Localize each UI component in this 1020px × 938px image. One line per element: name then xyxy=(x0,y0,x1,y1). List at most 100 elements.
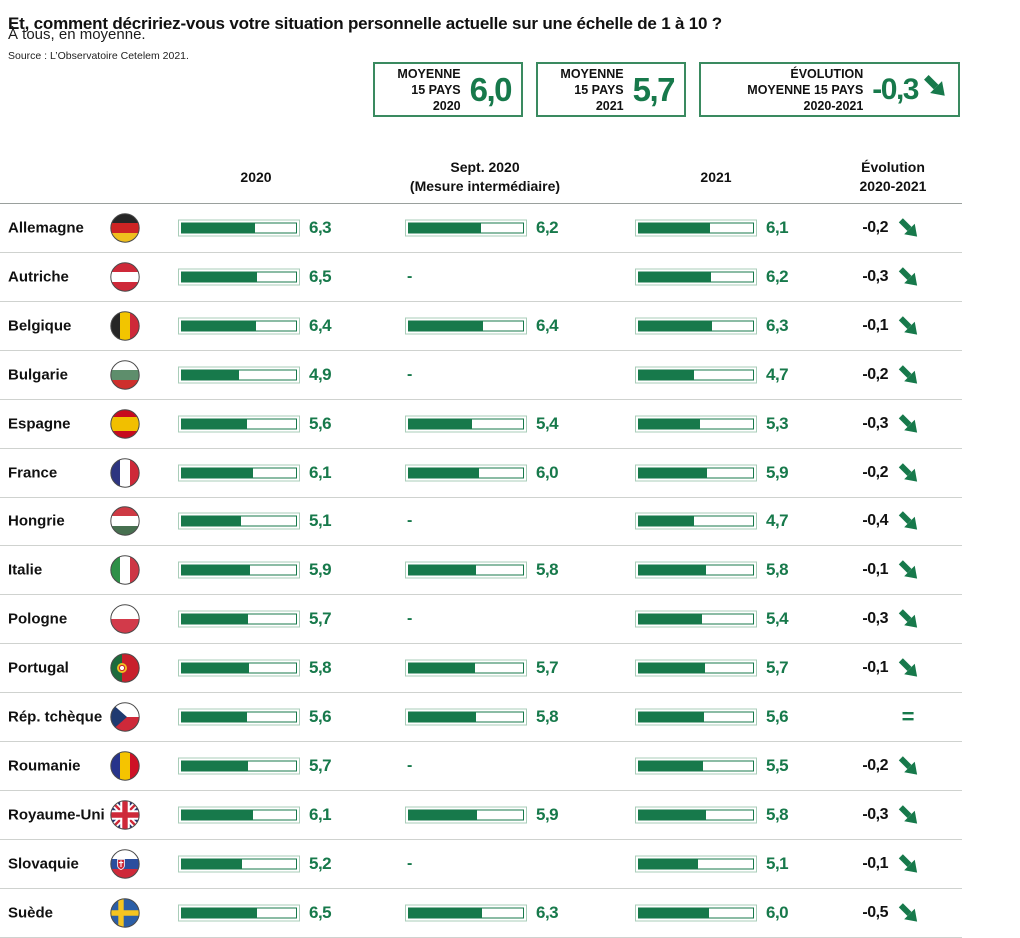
column-header-sept-2020: Sept. 2020 (Mesure intermédiaire) xyxy=(378,158,592,196)
score-bar-track xyxy=(638,809,754,821)
country-label: Royaume-Uni xyxy=(8,806,105,824)
score-bar-fill xyxy=(181,564,250,576)
score-bar xyxy=(635,219,757,237)
score-bar-fill xyxy=(408,467,478,479)
score-bar-track xyxy=(638,467,754,479)
score-bar-fill xyxy=(408,809,477,821)
poland-flag-icon xyxy=(110,604,140,635)
score-bar-remainder xyxy=(481,907,524,919)
score-bar-track xyxy=(181,907,297,919)
score-bar-fill xyxy=(638,662,705,674)
value-2021: 5,7 xyxy=(766,658,789,678)
evolution-equal-sign: = xyxy=(901,704,915,730)
value-sept-2020: 5,4 xyxy=(536,413,559,433)
table-row: Espagne 5,6 5,4 5,3 -0,3 xyxy=(0,400,962,449)
score-bar-remainder xyxy=(249,564,297,576)
value-2020: 6,5 xyxy=(309,902,332,922)
country-label: France xyxy=(8,464,58,482)
score-bar xyxy=(405,219,527,237)
country-label: Bulgarie xyxy=(8,366,69,384)
summary-evolution-value: -0,3 xyxy=(872,72,919,106)
score-bar xyxy=(178,659,300,677)
value-2020: 4,9 xyxy=(309,364,332,384)
score-bar-remainder xyxy=(255,320,297,332)
table-row: Suède 6,5 6,3 6,0 -0,5 xyxy=(0,889,962,938)
score-bar-track xyxy=(638,515,754,527)
country-label: Slovaquie xyxy=(8,855,79,873)
score-bar-track xyxy=(638,222,754,234)
bulgaria-flag-icon xyxy=(110,360,140,390)
score-bar-fill xyxy=(181,613,248,625)
score-bar-remainder xyxy=(256,271,297,283)
value-2020: 5,2 xyxy=(309,853,332,873)
value-2020: 5,1 xyxy=(309,511,332,531)
no-data-dash: - xyxy=(407,512,413,530)
score-bar xyxy=(635,806,757,824)
value-2020: 5,8 xyxy=(309,658,332,678)
score-bar-remainder xyxy=(240,515,297,527)
score-bar xyxy=(178,415,300,433)
score-bar-remainder xyxy=(707,907,754,919)
trend-down-arrow-icon xyxy=(897,608,920,631)
score-bar-track xyxy=(638,613,754,625)
score-bar xyxy=(178,757,300,775)
score-bar-remainder xyxy=(705,809,754,821)
value-2021: 4,7 xyxy=(766,364,789,384)
score-bar-fill xyxy=(181,418,246,430)
source-note: Source : L’Observatoire Cetelem 2021. xyxy=(8,50,189,62)
trend-down-arrow-icon xyxy=(922,73,948,107)
trend-down-arrow-icon xyxy=(897,755,920,778)
score-bar xyxy=(635,415,757,433)
table-row: Autriche 6,5 - 6,2 -0,3 xyxy=(0,253,962,302)
trend-down-arrow-icon xyxy=(897,265,920,288)
value-2020: 6,1 xyxy=(309,805,332,825)
spain-flag-icon xyxy=(110,408,140,439)
score-bar-remainder xyxy=(475,711,524,723)
summary-box-evolution: ÉVOLUTION MOYENNE 15 PAYS 2020-2021 -0,3 xyxy=(699,62,960,117)
score-bar-fill xyxy=(408,320,483,332)
score-bar-remainder xyxy=(475,564,524,576)
value-sept-2020: 5,9 xyxy=(536,805,559,825)
country-label: Espagne xyxy=(8,415,71,433)
score-bar xyxy=(635,904,757,922)
value-2020: 5,7 xyxy=(309,609,332,629)
score-bar-remainder xyxy=(256,907,297,919)
score-bar-fill xyxy=(638,564,706,576)
score-bar-remainder xyxy=(247,613,297,625)
trend-down-arrow-icon xyxy=(897,657,920,680)
score-bar xyxy=(178,512,300,530)
score-bar-track xyxy=(408,809,524,821)
summary-label: MOYENNE 15 PAYS 2021 xyxy=(560,66,624,113)
score-bar-remainder xyxy=(251,809,297,821)
score-bar-fill xyxy=(408,907,482,919)
score-bar-track xyxy=(181,711,297,723)
score-bar-fill xyxy=(638,467,707,479)
score-bar-track xyxy=(638,760,754,772)
score-bar-fill xyxy=(181,858,242,870)
country-label: Roumanie xyxy=(8,757,81,775)
score-bar-remainder xyxy=(245,418,297,430)
score-bar-fill xyxy=(181,809,252,821)
evolution-value: -0,1 xyxy=(862,561,888,579)
value-sept-2020: 6,4 xyxy=(536,315,559,335)
score-bar-fill xyxy=(181,271,257,283)
no-data-dash: - xyxy=(407,610,413,628)
score-bar-fill xyxy=(638,418,700,430)
evolution-value: -0,3 xyxy=(862,806,888,824)
score-bar xyxy=(635,659,757,677)
score-bar-fill xyxy=(181,222,255,234)
value-2020: 5,7 xyxy=(309,756,332,776)
summary-box-moyenne-2021: MOYENNE 15 PAYS 2021 5,7 xyxy=(536,62,686,117)
value-2021: 5,9 xyxy=(766,462,789,482)
score-bar-track xyxy=(181,760,297,772)
value-sept-2020: 5,8 xyxy=(536,707,559,727)
score-bar-fill xyxy=(181,320,256,332)
summary-value: -0,3 xyxy=(872,73,948,107)
score-bar xyxy=(635,708,757,726)
evolution-value: -0,2 xyxy=(862,218,888,236)
value-2021: 6,0 xyxy=(766,902,789,922)
score-bar-track xyxy=(181,369,297,381)
score-bar-track xyxy=(408,222,524,234)
score-bar-fill xyxy=(408,662,475,674)
country-label: Allemagne xyxy=(8,219,84,237)
